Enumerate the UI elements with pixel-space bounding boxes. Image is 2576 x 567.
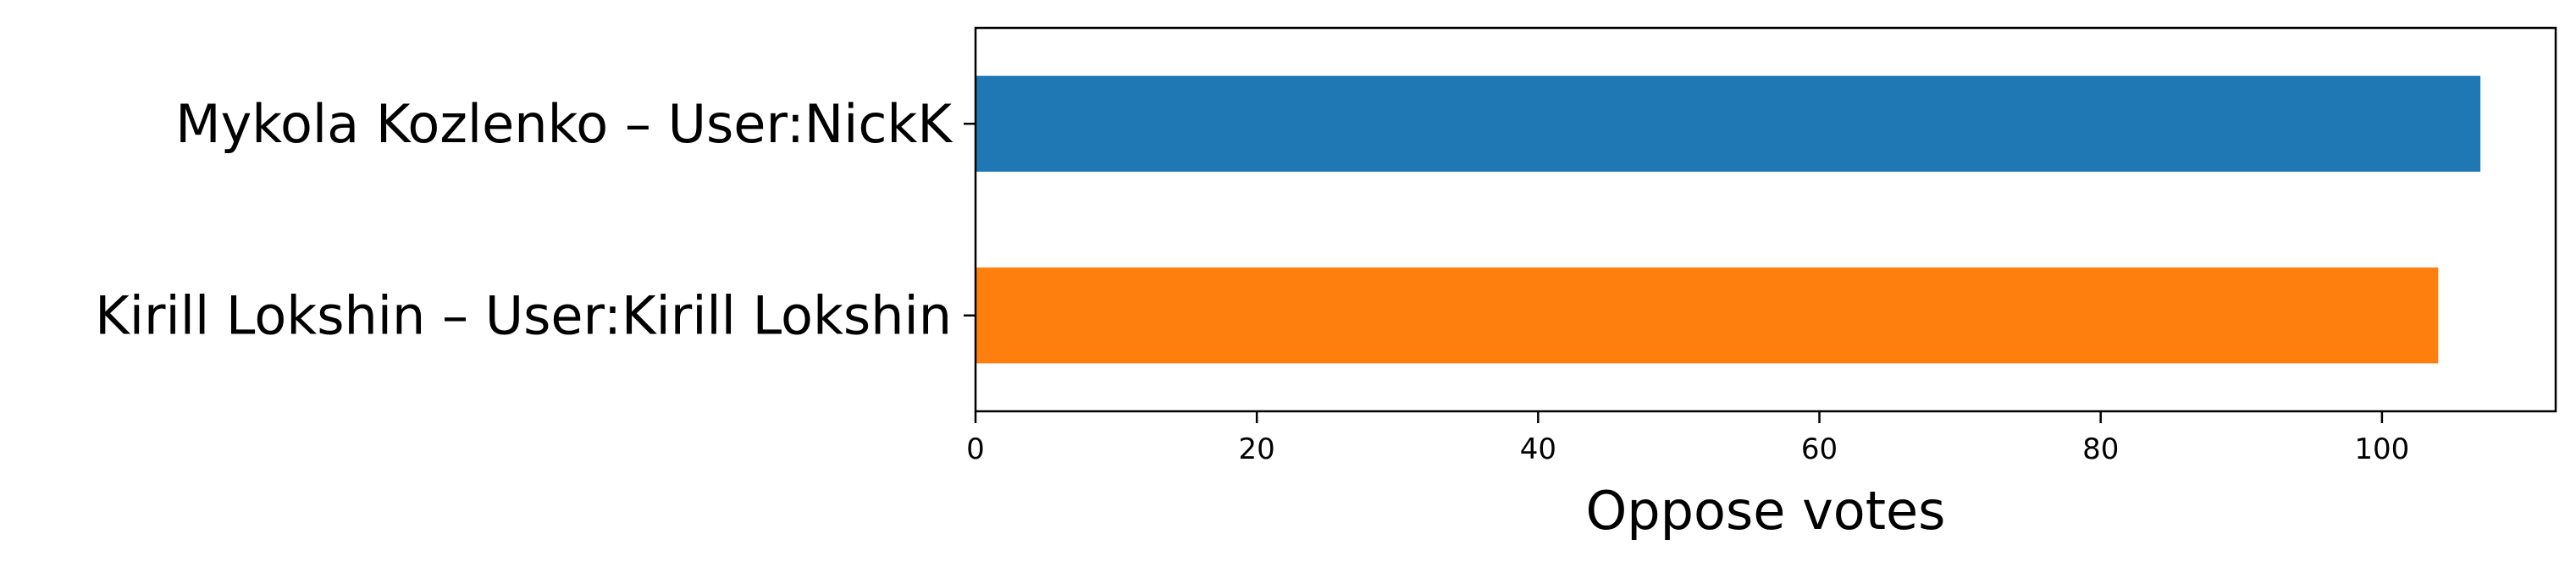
bar-1 <box>976 267 2439 364</box>
x-tick-label-0: 0 <box>966 432 985 466</box>
bar-0 <box>976 75 2481 172</box>
x-ticks-group: 0 20 40 60 80 100 <box>966 411 2409 466</box>
bars-group <box>976 75 2481 364</box>
x-axis-label: Oppose votes <box>1586 480 1946 542</box>
x-tick-label-1: 20 <box>1239 432 1275 466</box>
category-label-1: Kirill Lokshin – User:Kirill Lokshin <box>95 284 952 346</box>
category-ticks-group: Mykola Kozlenko – User:NickK Kirill Loksh… <box>95 93 976 346</box>
plot-frame <box>974 26 2557 413</box>
category-label-0: Mykola Kozlenko – User:NickK <box>175 93 953 155</box>
x-tick-label-2: 40 <box>1520 432 1556 466</box>
x-tick-label-5: 100 <box>2354 432 2409 466</box>
x-tick-label-3: 60 <box>1801 432 1838 466</box>
x-tick-label-4: 80 <box>2082 432 2119 466</box>
